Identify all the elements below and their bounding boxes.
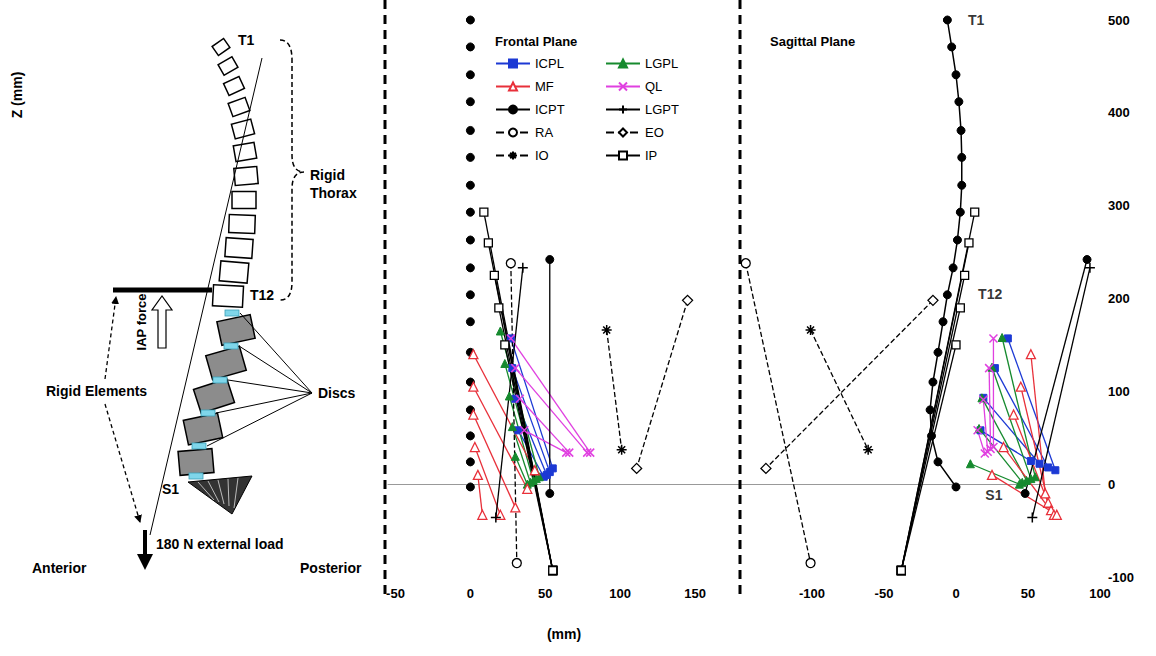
svg-text:IP: IP	[645, 148, 657, 163]
svg-text:500: 500	[1108, 13, 1130, 28]
svg-text:Posterior: Posterior	[300, 560, 362, 576]
svg-text:-100: -100	[1108, 570, 1134, 585]
svg-text:Z (mm): Z (mm)	[9, 72, 25, 119]
svg-text:(mm): (mm)	[547, 626, 581, 642]
svg-text:Thorax: Thorax	[310, 185, 357, 201]
svg-text:-50: -50	[875, 586, 894, 601]
svg-text:400: 400	[1108, 105, 1130, 120]
svg-text:MF: MF	[535, 79, 554, 94]
svg-text:200: 200	[1108, 291, 1130, 306]
svg-text:LGPT: LGPT	[645, 102, 679, 117]
svg-text:-100: -100	[799, 586, 825, 601]
svg-text:Discs: Discs	[318, 385, 356, 401]
svg-text:50: 50	[1021, 586, 1035, 601]
svg-text:ICPT: ICPT	[535, 102, 565, 117]
svg-text:Rigid Elements: Rigid Elements	[46, 383, 147, 399]
svg-text:IO: IO	[535, 148, 549, 163]
svg-text:Anterior: Anterior	[32, 560, 87, 576]
svg-text:180 N external load: 180 N external load	[156, 536, 284, 552]
svg-text:RA: RA	[535, 125, 553, 140]
svg-text:100: 100	[609, 586, 631, 601]
svg-text:300: 300	[1108, 198, 1130, 213]
svg-text:0: 0	[952, 586, 959, 601]
svg-text:100: 100	[1108, 384, 1130, 399]
svg-text:T12: T12	[978, 286, 1002, 302]
svg-text:-50: -50	[386, 586, 405, 601]
svg-text:T1: T1	[238, 32, 255, 48]
svg-text:ICPL: ICPL	[535, 56, 564, 71]
svg-text:Frontal Plane: Frontal Plane	[495, 34, 577, 49]
svg-text:S1: S1	[162, 481, 179, 497]
svg-text:50: 50	[538, 586, 552, 601]
svg-text:T1: T1	[968, 12, 985, 28]
svg-text:QL: QL	[645, 79, 662, 94]
svg-text:T12: T12	[250, 287, 274, 303]
svg-text:0: 0	[467, 586, 474, 601]
svg-text:150: 150	[684, 586, 706, 601]
svg-text:Sagittal Plane: Sagittal Plane	[770, 34, 855, 49]
svg-text:IAP force: IAP force	[134, 294, 149, 351]
svg-text:0: 0	[1108, 477, 1115, 492]
svg-text:EO: EO	[645, 125, 664, 140]
svg-text:Rigid: Rigid	[310, 167, 345, 183]
svg-text:LGPL: LGPL	[645, 56, 678, 71]
svg-text:S1: S1	[985, 487, 1002, 503]
svg-text:100: 100	[1089, 586, 1111, 601]
